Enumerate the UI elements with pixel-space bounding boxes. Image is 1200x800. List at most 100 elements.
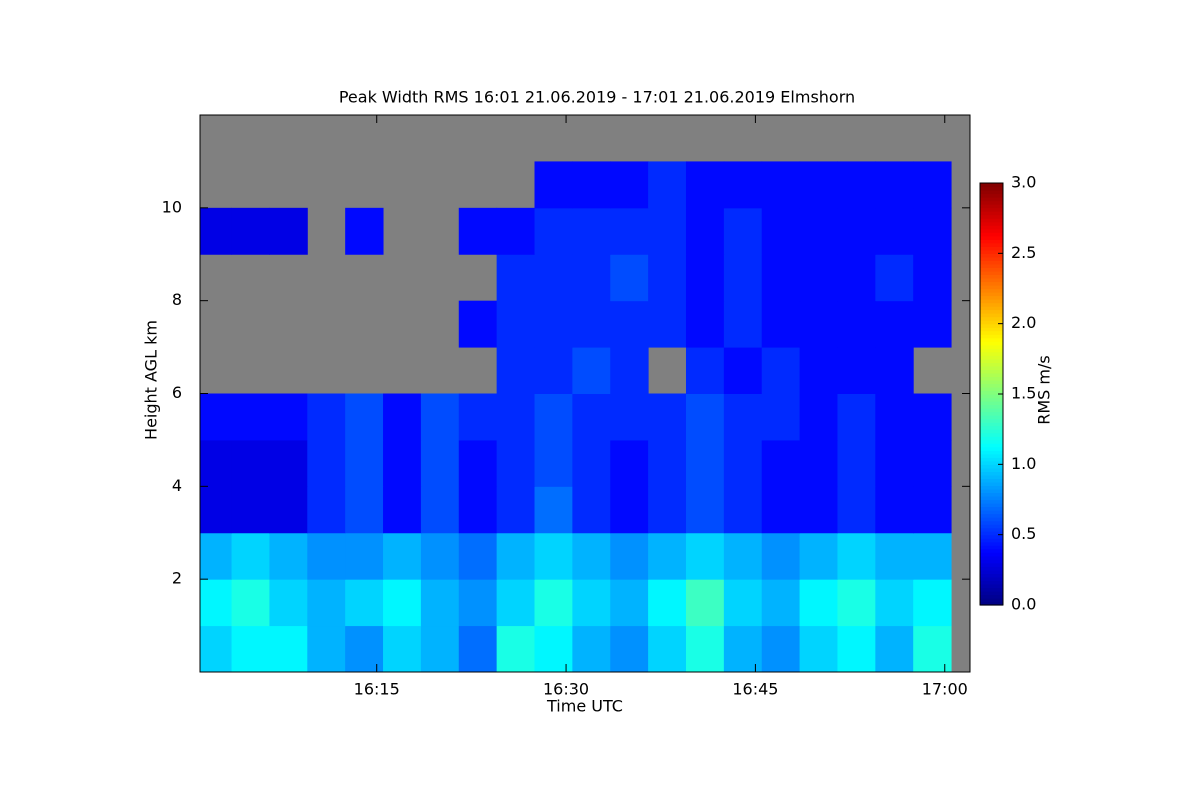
colorbar-segment: [980, 281, 1003, 286]
heatmap-cell: [913, 254, 952, 302]
heatmap: [200, 161, 952, 672]
heatmap-cell: [572, 625, 611, 672]
colorbar-segment: [980, 478, 1003, 483]
colorbar-segment: [980, 471, 1003, 476]
heatmap-cell: [610, 532, 649, 580]
colorbar-segment: [980, 341, 1003, 346]
heatmap-cell: [723, 207, 763, 255]
heatmap-cell: [913, 625, 952, 672]
colorbar-segment: [980, 365, 1003, 370]
heatmap-cell: [572, 300, 611, 348]
heatmap-cell: [875, 254, 914, 302]
heatmap-cell: [648, 393, 687, 441]
heatmap-cell: [799, 161, 838, 209]
heatmap-cell: [723, 347, 763, 394]
heatmap-cell: [496, 393, 536, 441]
colorbar-segment: [980, 358, 1003, 363]
heatmap-cell: [269, 625, 308, 672]
colorbar-segment: [980, 277, 1003, 283]
heatmap-cell: [345, 579, 384, 627]
colorbar-segment: [980, 390, 1003, 395]
colorbar-tick-label: 1.0: [1011, 454, 1036, 473]
heatmap-cell: [723, 393, 763, 441]
colorbar-segment: [980, 327, 1003, 332]
heatmap-cell: [534, 393, 573, 441]
colorbar-segment: [980, 538, 1003, 543]
heatmap-cell: [231, 393, 270, 441]
heatmap-cell: [799, 300, 838, 348]
colorbar-segment: [980, 548, 1003, 553]
heatmap-cell: [913, 532, 952, 580]
colorbar-segment: [980, 485, 1003, 490]
heatmap-cell: [610, 579, 649, 627]
colorbar-segment: [980, 193, 1003, 198]
heatmap-cell: [685, 300, 725, 348]
colorbar-segment: [980, 422, 1003, 427]
heatmap-cell: [875, 393, 914, 441]
colorbar-segment: [980, 464, 1003, 469]
colorbar-segment: [980, 576, 1003, 581]
colorbar-segment: [980, 601, 1003, 606]
x-tick-label: 16:30: [543, 680, 589, 699]
heatmap-cell: [458, 486, 498, 534]
colorbar-segment: [980, 524, 1003, 529]
colorbar-segment: [980, 418, 1003, 423]
heatmap-cell: [610, 625, 649, 672]
colorbar-segment: [980, 545, 1003, 550]
heatmap-cell: [837, 347, 876, 394]
heatmap-cell: [231, 486, 270, 534]
heatmap-cell: [875, 625, 914, 672]
heatmap-cell: [458, 532, 498, 580]
y-axis-label: Height AGL km: [142, 320, 161, 440]
heatmap-cell: [685, 207, 725, 255]
x-tick-label: 16:15: [354, 680, 400, 699]
heatmap-cell: [723, 486, 763, 534]
heatmap-cell: [496, 254, 536, 302]
heatmap-cell: [761, 393, 801, 441]
heatmap-cell: [269, 439, 308, 487]
colorbar-segment: [980, 362, 1003, 367]
heatmap-cell: [200, 393, 233, 441]
heatmap-cell: [458, 207, 498, 255]
heatmap-cell: [534, 625, 573, 672]
heatmap-cell: [761, 161, 801, 209]
colorbar-segment: [980, 284, 1003, 290]
heatmap-cell: [799, 439, 838, 487]
heatmap-cell: [231, 439, 270, 487]
heatmap-cell: [723, 161, 763, 209]
colorbar-segment: [980, 439, 1003, 444]
y-tick-label: 6: [172, 383, 182, 402]
colorbar-segment: [980, 235, 1003, 240]
colorbar-segment: [980, 344, 1003, 349]
heatmap-cell: [572, 347, 611, 394]
heatmap-cell: [913, 486, 952, 534]
colorbar-segment: [980, 292, 1003, 297]
colorbar-tick-label: 3.0: [1011, 173, 1036, 192]
heatmap-cell: [723, 532, 763, 580]
x-tick-label: 17:00: [922, 680, 968, 699]
colorbar-segment: [980, 559, 1003, 564]
heatmap-cell: [875, 579, 914, 627]
colorbar-segment: [980, 503, 1003, 508]
colorbar-segment: [980, 253, 1003, 258]
heatmap-cell: [572, 207, 611, 255]
colorbar-segment: [980, 306, 1003, 311]
heatmap-cell: [610, 393, 649, 441]
colorbar-segment: [980, 232, 1003, 237]
heatmap-cell: [685, 393, 725, 441]
colorbar-segment: [980, 411, 1003, 416]
heatmap-cell: [496, 347, 536, 394]
heatmap-cell: [761, 532, 801, 580]
colorbar-segment: [980, 183, 1003, 188]
colorbar-segment: [980, 534, 1003, 539]
heatmap-cell: [610, 207, 649, 255]
heatmap-cell: [496, 300, 536, 348]
colorbar-segment: [980, 320, 1003, 325]
colorbar-segment: [980, 313, 1003, 318]
heatmap-cell: [496, 532, 536, 580]
heatmap-cell: [837, 486, 876, 534]
heatmap-cell: [875, 486, 914, 534]
heatmap-cell: [534, 347, 573, 394]
heatmap-cell: [875, 207, 914, 255]
